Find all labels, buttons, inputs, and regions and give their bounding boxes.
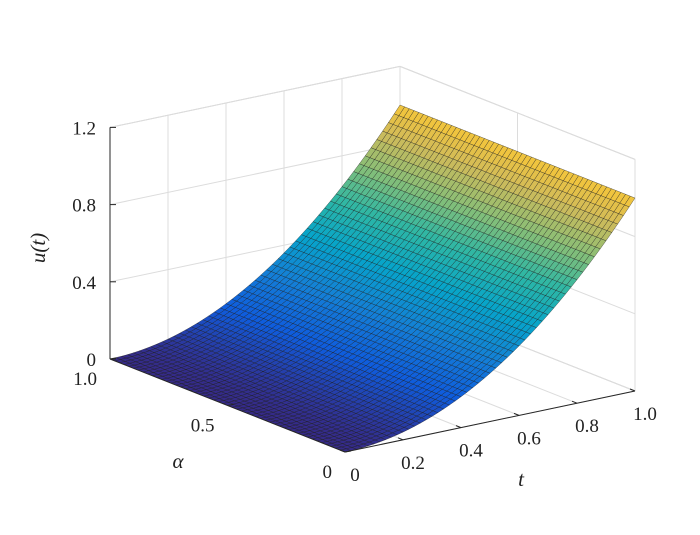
alpha-tick-mark — [109, 357, 117, 360]
z-gridline — [109, 143, 401, 206]
t-tick-label: 0.8 — [575, 416, 599, 437]
t-tick-label: 0.4 — [459, 441, 483, 462]
z-tick-label: 0.4 — [72, 273, 96, 294]
t-axis-line — [344, 390, 636, 453]
z-axis-label: u(t) — [26, 233, 50, 263]
axes-layer — [109, 126, 636, 453]
t-axis-label: t — [518, 467, 525, 491]
alpha-tick-label: 1.0 — [73, 369, 97, 390]
t-tick-mark — [571, 400, 578, 404]
alpha-tick-mark — [344, 450, 352, 453]
t-tick-mark — [513, 412, 520, 416]
surface-layer — [109, 104, 636, 453]
z-gridline — [109, 65, 401, 128]
t-tick-mark — [339, 449, 346, 453]
z-tick-label: 0 — [87, 350, 97, 371]
z-tick-label: 0.8 — [72, 196, 96, 217]
t-tick-mark — [629, 388, 636, 392]
alpha-tick-label: 0.5 — [191, 416, 215, 437]
alpha-axis-label: α — [172, 449, 184, 473]
label-layer: 00.40.81.200.20.40.60.81.000.51.0u(t)tα — [26, 118, 657, 491]
t-tick-mark — [397, 437, 404, 441]
alpha-tick-label: 0 — [323, 462, 333, 483]
t-tick-mark — [455, 425, 462, 429]
t-tick-label: 0.6 — [517, 428, 541, 449]
t-tick-label: 1.0 — [633, 404, 657, 425]
t-tick-label: 0 — [350, 465, 360, 486]
t-tick-label: 0.2 — [401, 453, 425, 474]
z-tick-label: 1.2 — [72, 118, 96, 139]
alpha-tick-mark — [227, 404, 234, 406]
z-gridline — [399, 65, 636, 160]
